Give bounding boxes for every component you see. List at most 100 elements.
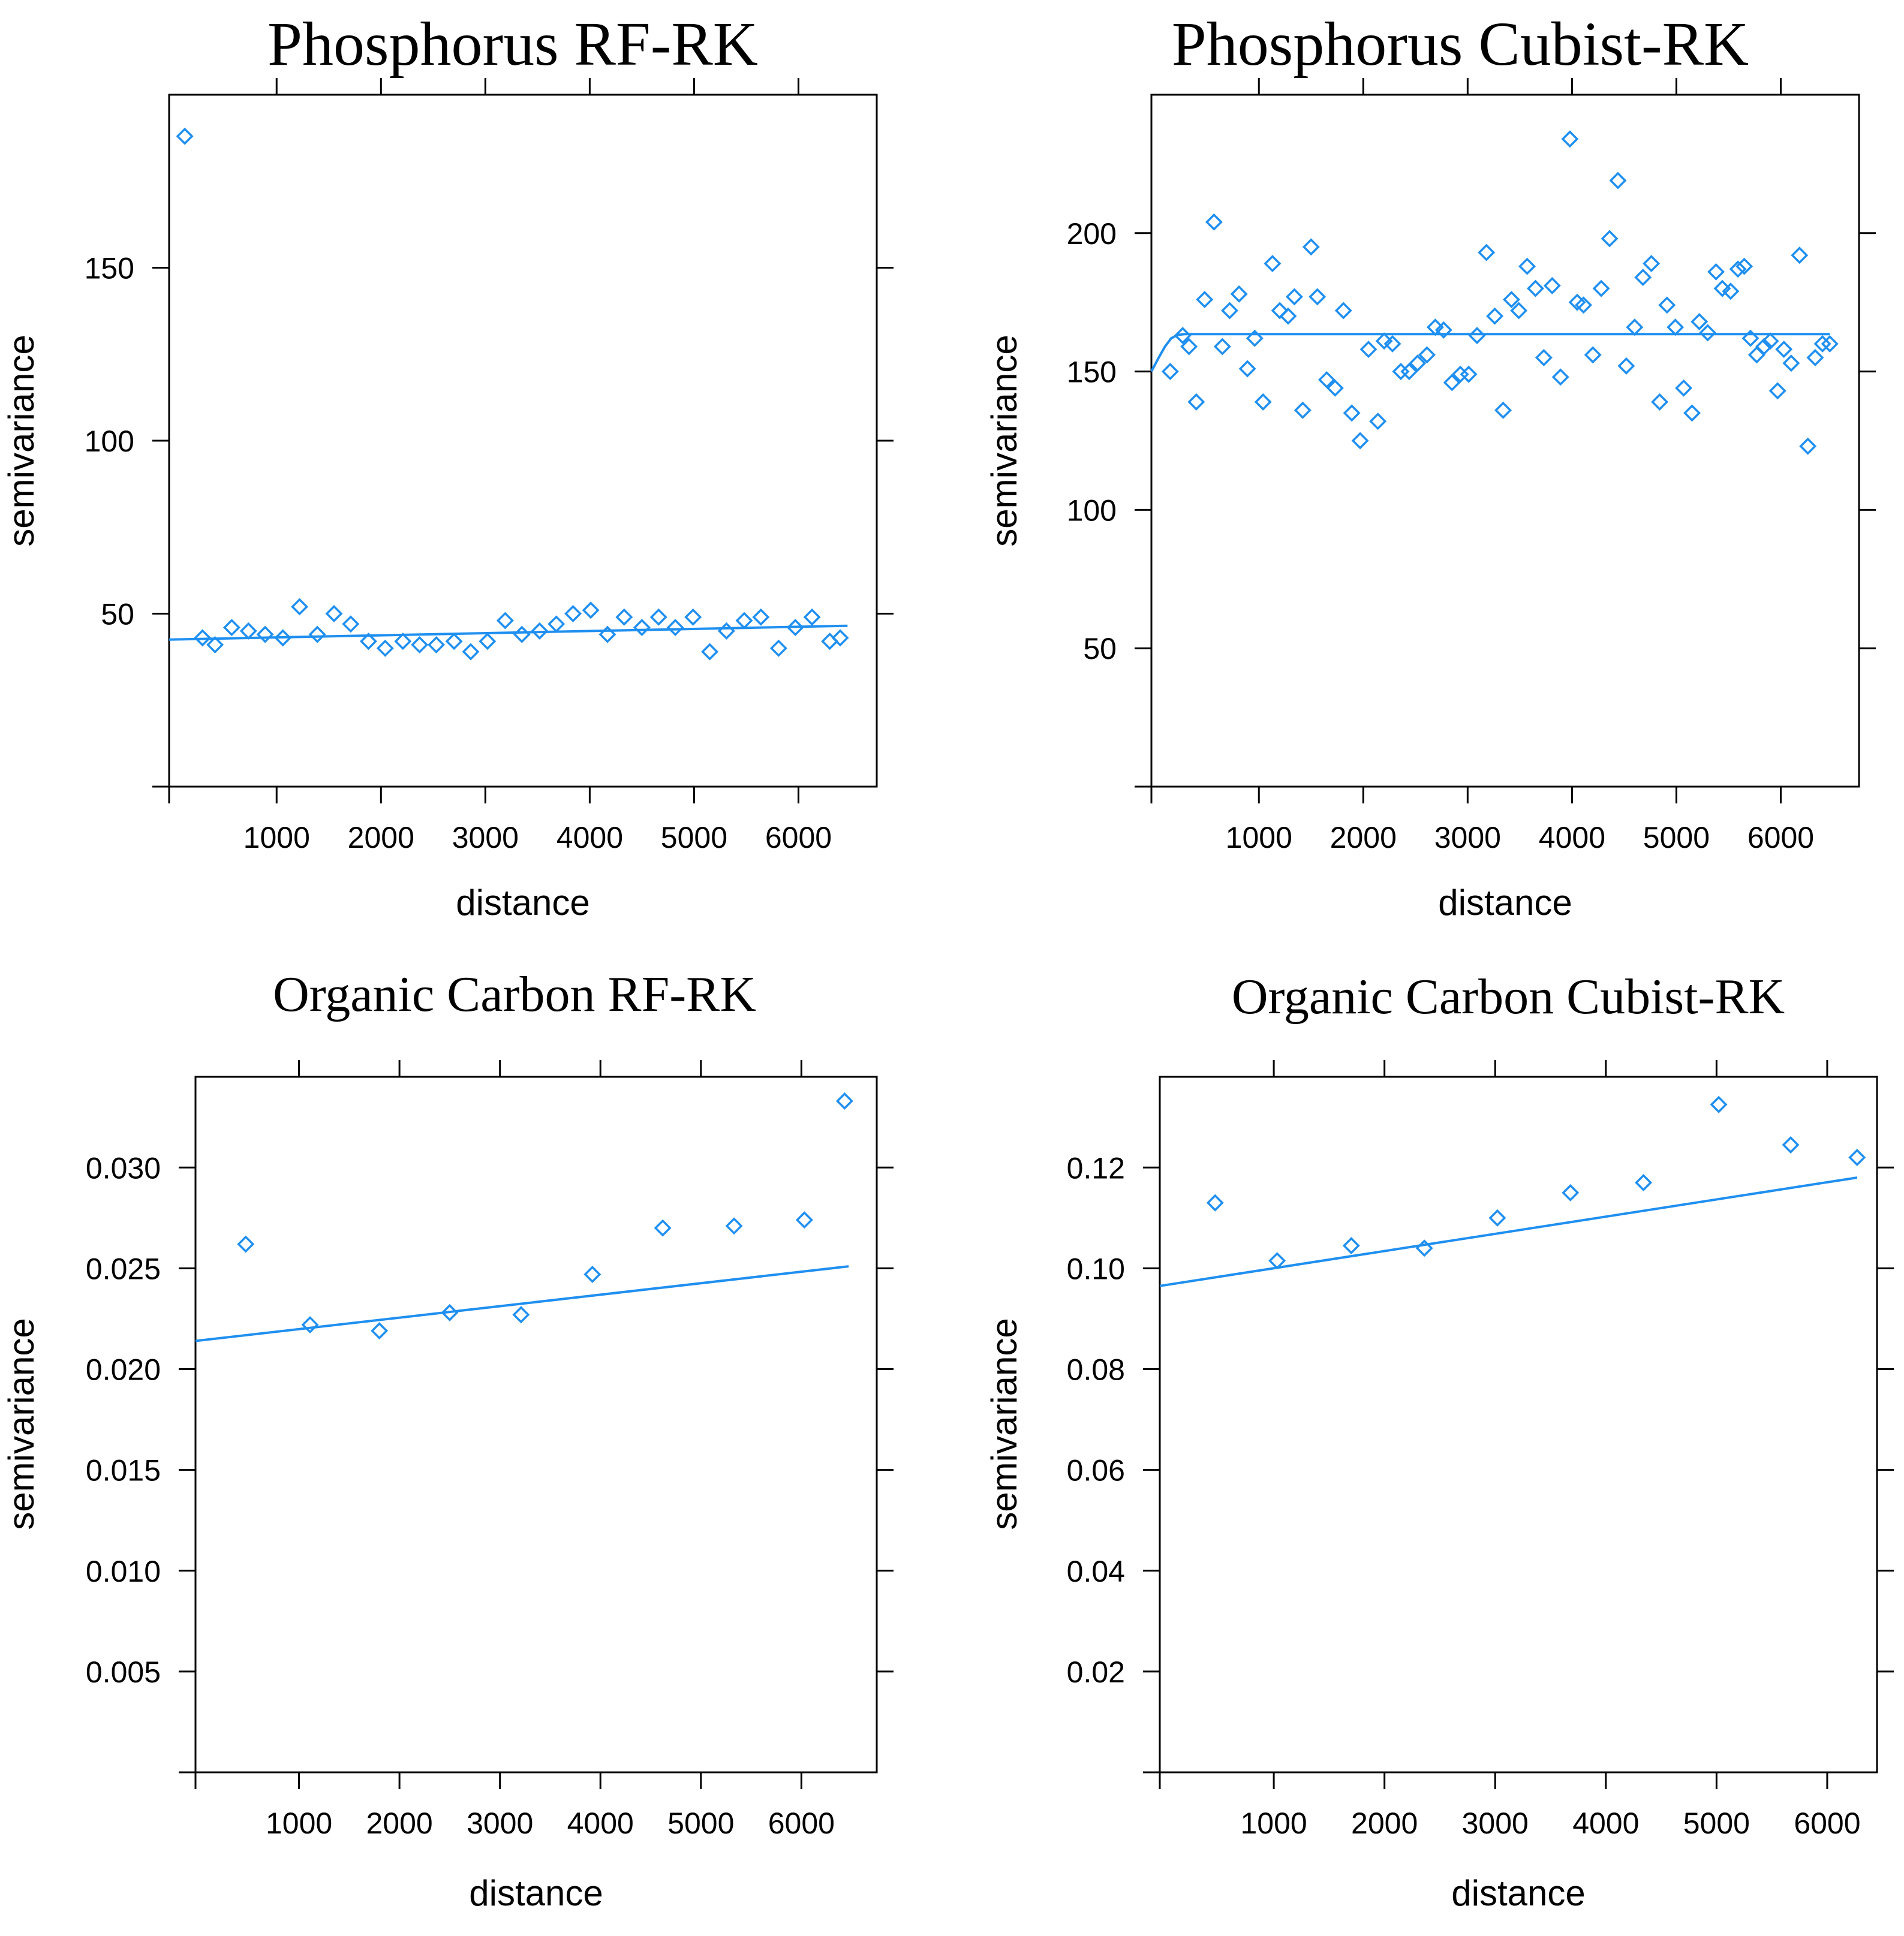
data-point <box>548 615 566 633</box>
data-point <box>1775 341 1793 359</box>
chart-panel-1: Phosphorus RF-RK 1000 2000 3000 4000 5000 6000… <box>1 10 894 923</box>
data-point <box>1609 171 1627 189</box>
data-point <box>1494 401 1512 419</box>
data-point <box>1502 291 1520 309</box>
data-point <box>666 619 684 637</box>
x-tick-label: 3000 <box>452 821 519 854</box>
x-tick-label: 1000 <box>1240 1806 1307 1840</box>
data-point <box>1187 393 1205 411</box>
data-point <box>1271 302 1289 320</box>
data-point <box>1755 338 1773 356</box>
data-point <box>371 1322 389 1340</box>
y-tick-label: 50 <box>101 598 134 631</box>
x-tick-label: 6000 <box>1794 1806 1860 1840</box>
data-point <box>206 636 224 654</box>
chart-panel-4: Organic Carbon Cubist-RK 1000 2000 3000 4000… <box>984 969 1894 1913</box>
y-tick-label: 0.02 <box>1067 1655 1125 1689</box>
data-point <box>752 608 770 626</box>
data-point <box>1561 130 1579 148</box>
data-point <box>1691 313 1709 330</box>
data-point <box>735 612 753 630</box>
data-point <box>803 608 821 626</box>
data-point <box>1799 437 1817 455</box>
data-point <box>654 1219 672 1237</box>
y-axis-label: semivariance <box>984 1318 1024 1529</box>
plot-frame <box>168 94 878 788</box>
y-tick-label: 0.015 <box>86 1454 161 1488</box>
data-point <box>256 625 274 643</box>
data-point <box>835 1092 853 1110</box>
x-axis-label: distance <box>1438 883 1572 923</box>
y-axis-label: semivariance <box>1 1318 41 1529</box>
data-point <box>1309 288 1327 306</box>
x-tick-label: 4000 <box>1572 1806 1639 1840</box>
data-point <box>1806 349 1824 366</box>
data-point <box>1626 318 1644 336</box>
data-point <box>1343 404 1361 422</box>
data-point <box>633 619 651 637</box>
data-point <box>582 601 600 619</box>
fitted-model-line <box>169 624 848 641</box>
data-point <box>1434 321 1452 339</box>
data-point <box>301 1316 319 1334</box>
data-point <box>1707 263 1725 281</box>
data-point <box>769 639 787 657</box>
data-point <box>1351 432 1369 450</box>
plot-frame <box>1150 94 1860 788</box>
y-tick-label: 0.030 <box>86 1151 161 1185</box>
y-tick-label: 200 <box>1067 217 1117 251</box>
x-tick-label: 4000 <box>557 821 623 854</box>
data-point <box>1206 1194 1224 1212</box>
data-point <box>564 605 582 622</box>
data-point <box>291 598 309 616</box>
y-tick-label: 0.10 <box>1067 1252 1125 1285</box>
data-point <box>1174 327 1192 345</box>
data-point <box>1213 338 1231 356</box>
y-axis-label: semivariance <box>984 335 1024 546</box>
data-point <box>308 625 326 643</box>
x-tick-label: 2000 <box>1330 821 1397 854</box>
data-point <box>1468 327 1486 345</box>
data-point <box>1821 335 1839 353</box>
fitted-model-line <box>1150 333 1830 372</box>
data-point <box>1584 346 1602 364</box>
data-point <box>1221 302 1239 320</box>
x-tick-label: 6000 <box>1747 821 1814 854</box>
x-tick-label: 1000 <box>243 821 310 854</box>
data-point <box>1326 379 1344 397</box>
data-point <box>649 608 667 626</box>
data-point <box>1699 324 1717 342</box>
data-point <box>1651 393 1669 411</box>
data-point <box>479 633 497 651</box>
x-tick-label: 6000 <box>765 821 832 854</box>
x-tick-label: 1000 <box>1226 821 1292 854</box>
data-point <box>462 643 480 661</box>
data-point <box>1302 238 1320 256</box>
data-point <box>1254 393 1272 411</box>
x-tick-label: 6000 <box>768 1806 835 1840</box>
data-point <box>1478 243 1496 261</box>
data-point <box>1230 285 1248 303</box>
data-point <box>1334 302 1352 320</box>
x-tick-label: 3000 <box>1462 1806 1529 1840</box>
data-point <box>1643 255 1661 273</box>
plot-frame <box>1159 1076 1878 1774</box>
data-point <box>325 605 343 622</box>
data-point <box>786 619 804 637</box>
data-point <box>1196 291 1214 309</box>
x-axis-label: distance <box>1451 1873 1585 1913</box>
data-point <box>1535 349 1553 366</box>
fitted-model-line <box>1159 1176 1858 1287</box>
data-point <box>411 636 429 654</box>
data-point <box>1510 302 1528 320</box>
data-point <box>1359 341 1377 359</box>
data-point <box>1667 318 1685 336</box>
data-point <box>1486 307 1504 325</box>
data-point <box>1729 260 1747 278</box>
data-point <box>1782 354 1800 372</box>
data-point <box>1264 255 1282 273</box>
y-tick-label: 0.025 <box>86 1252 161 1285</box>
x-axis-label: distance <box>456 883 589 923</box>
x-tick-label: 5000 <box>661 821 727 854</box>
